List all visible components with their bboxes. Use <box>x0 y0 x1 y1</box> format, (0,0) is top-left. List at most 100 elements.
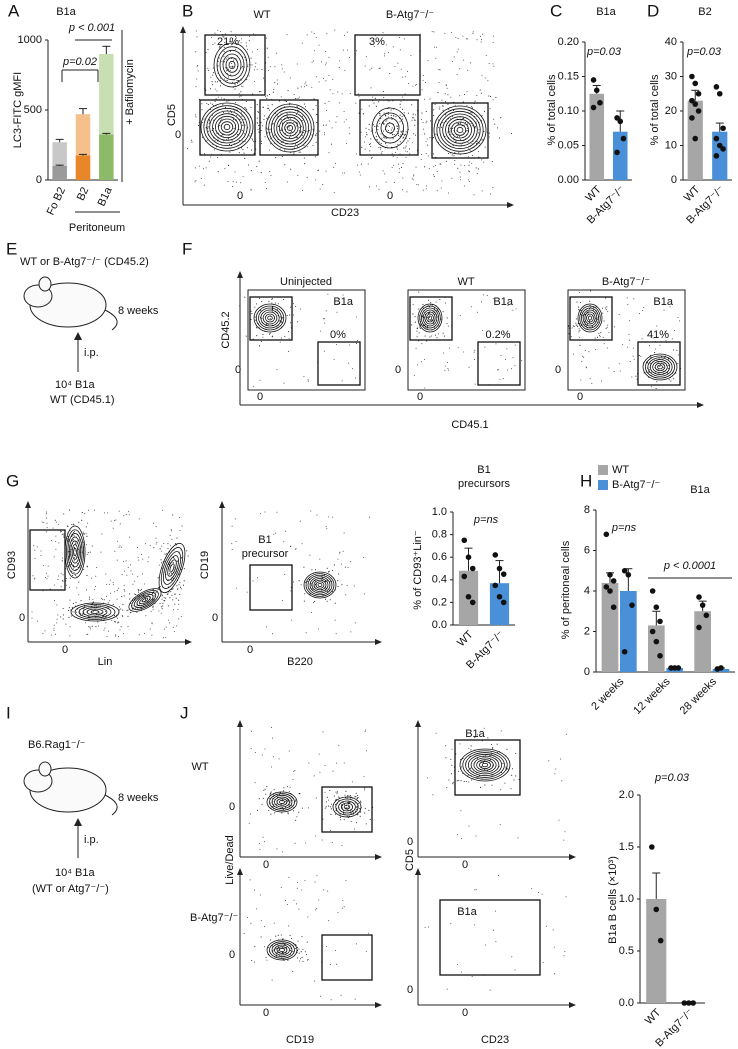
event-dot <box>348 363 349 364</box>
event-dot <box>493 42 494 43</box>
schematic-text: 10⁴ B1a <box>55 379 95 391</box>
data-point <box>461 574 467 580</box>
event-dot <box>199 166 200 167</box>
event-dot <box>484 785 485 786</box>
event-dot <box>42 633 43 634</box>
panel-label: J <box>180 703 189 722</box>
event-dot <box>254 946 255 947</box>
event-dot <box>349 127 350 128</box>
event-dot <box>310 510 311 511</box>
event-dot <box>392 134 393 135</box>
contour <box>274 112 306 144</box>
event-dot <box>330 964 331 965</box>
event-dot <box>516 308 517 309</box>
event-dot <box>372 97 373 98</box>
y-axis-label: % of total cells <box>546 74 558 145</box>
event-dot <box>461 780 462 781</box>
event-dot <box>120 545 121 546</box>
contour <box>214 43 250 87</box>
event-dot <box>89 627 90 628</box>
event-dot <box>329 121 330 122</box>
event-dot <box>282 807 283 808</box>
event-dot <box>427 777 428 778</box>
event-dot <box>413 175 414 176</box>
event-dot <box>453 155 454 156</box>
event-dot <box>224 61 225 62</box>
data-point <box>696 594 702 600</box>
event-dot <box>181 588 182 589</box>
event-dot <box>316 37 317 38</box>
event-dot <box>369 124 370 125</box>
event-dot <box>328 516 329 517</box>
annotation: p=0.03 <box>586 46 622 58</box>
contour <box>482 763 488 767</box>
event-dot <box>101 533 102 534</box>
event-dot <box>674 330 675 331</box>
event-dot <box>354 829 355 830</box>
event-dot <box>104 512 105 513</box>
event-dot <box>231 63 232 64</box>
event-dot <box>405 147 406 148</box>
event-dot <box>481 766 482 767</box>
event-dot <box>247 592 248 593</box>
event-dot <box>344 70 345 71</box>
event-dot <box>397 131 398 132</box>
event-dot <box>330 599 331 600</box>
event-dot <box>279 320 280 321</box>
event-dot <box>302 543 303 544</box>
event-dot <box>409 153 410 154</box>
event-dot <box>239 152 240 153</box>
event-dot <box>228 69 229 70</box>
event-dot <box>485 945 486 946</box>
event-dot <box>499 379 500 380</box>
event-dot <box>630 361 631 362</box>
event-dot <box>614 326 615 327</box>
event-dot <box>104 630 105 631</box>
event-dot <box>337 912 338 913</box>
event-dot <box>372 157 373 158</box>
event-dot <box>421 119 422 120</box>
schematic-text: 8 weeks <box>118 792 159 804</box>
event-dot <box>459 743 460 744</box>
event-dot <box>145 543 146 544</box>
event-dot <box>452 749 453 750</box>
event-dot <box>365 731 366 732</box>
axis-label: Live/Dead <box>224 835 236 885</box>
event-dot <box>394 134 395 135</box>
event-dot <box>402 137 403 138</box>
mouse-ear <box>39 277 51 291</box>
event-dot <box>497 744 498 745</box>
event-dot <box>463 351 464 352</box>
event-dot <box>500 117 501 118</box>
event-dot <box>274 923 275 924</box>
event-dot <box>123 633 124 634</box>
event-dot <box>117 541 118 542</box>
event-dot <box>203 168 204 169</box>
data-point <box>650 588 656 594</box>
event-dot <box>281 887 282 888</box>
event-dot <box>244 933 245 934</box>
event-dot <box>438 119 439 120</box>
event-dot <box>321 576 322 577</box>
event-dot <box>345 791 346 792</box>
contour <box>269 107 312 150</box>
event-dot <box>446 85 447 86</box>
event-dot <box>279 100 280 101</box>
event-dot <box>373 124 374 125</box>
panel-label: B <box>182 1 193 20</box>
event-dot <box>481 39 482 40</box>
event-dot <box>160 586 161 587</box>
event-dot <box>413 304 414 305</box>
event-dot <box>434 31 435 32</box>
event-dot <box>354 796 355 797</box>
event-dot <box>299 960 300 961</box>
event-dot <box>263 837 264 838</box>
event-dot <box>425 927 426 928</box>
event-dot <box>152 593 153 594</box>
event-dot <box>326 310 327 311</box>
data-point <box>717 91 723 97</box>
event-dot <box>223 112 224 113</box>
event-dot <box>276 804 277 805</box>
event-dot <box>174 594 175 595</box>
event-dot <box>343 813 344 814</box>
